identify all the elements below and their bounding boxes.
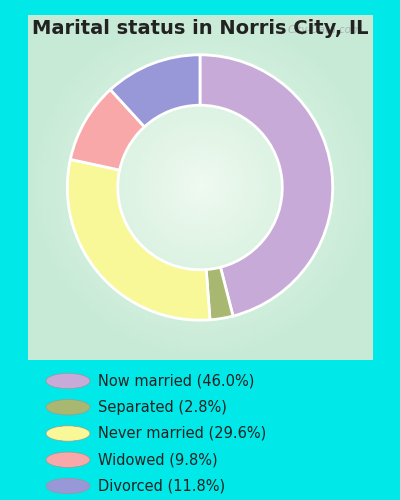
Text: Marital status in Norris City, IL: Marital status in Norris City, IL: [32, 19, 368, 38]
Text: Divorced (11.8%): Divorced (11.8%): [98, 478, 225, 494]
Text: Separated (2.8%): Separated (2.8%): [98, 400, 227, 415]
Text: Now married (46.0%): Now married (46.0%): [98, 374, 254, 388]
Wedge shape: [67, 160, 210, 320]
Circle shape: [46, 452, 90, 468]
Wedge shape: [110, 55, 200, 127]
Text: City-Data.com: City-Data.com: [288, 26, 362, 36]
Circle shape: [46, 478, 90, 494]
Circle shape: [46, 374, 90, 388]
Wedge shape: [206, 267, 233, 320]
Wedge shape: [200, 55, 333, 316]
Wedge shape: [70, 90, 144, 170]
Text: Never married (29.6%): Never married (29.6%): [98, 426, 266, 441]
Circle shape: [46, 426, 90, 441]
Text: Widowed (9.8%): Widowed (9.8%): [98, 452, 218, 467]
Circle shape: [46, 400, 90, 415]
